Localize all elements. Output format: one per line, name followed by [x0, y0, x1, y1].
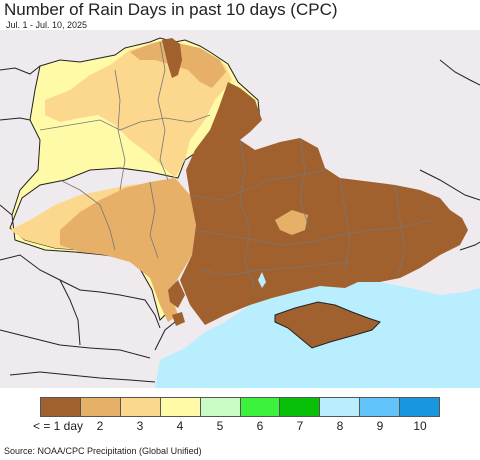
legend-swatch-10 [400, 398, 440, 416]
sivash-lagoon [305, 292, 335, 302]
region-central-2days [60, 178, 196, 322]
region-southwest-1day [168, 280, 185, 308]
country-borders [0, 59, 480, 383]
oblast-borders [39, 41, 431, 291]
legend-label-4: 4 [176, 419, 184, 433]
legend-label-9: 9 [376, 419, 384, 433]
legend-swatch-1 [41, 398, 81, 416]
map-title: Number of Rain Days in past 10 days (CPC… [4, 0, 338, 19]
region-north-1day [162, 38, 182, 78]
legend-swatch-3 [120, 398, 161, 416]
legend-swatch-8 [320, 398, 361, 416]
legend-swatch-9 [360, 398, 401, 416]
legend-swatch-5 [200, 398, 241, 416]
legend-label-2: 2 [96, 419, 104, 433]
legend-label-5: 5 [216, 419, 224, 433]
legend-swatch-4 [160, 398, 201, 416]
legend-label-8: 8 [336, 419, 344, 433]
legend-swatch-7 [280, 398, 321, 416]
legend-label-3: 3 [136, 419, 144, 433]
legend-label-7: 7 [296, 419, 304, 433]
legend-label-10: 10 [413, 419, 427, 433]
region-southwest-1day-2 [172, 312, 185, 326]
source-credit: Source: NOAA/CPC Precipitation (Global U… [4, 446, 202, 456]
legend-swatch-6 [240, 398, 281, 416]
legend-swatch-2 [80, 398, 121, 416]
legend-label-6: 6 [256, 419, 264, 433]
legend-color-bar [40, 397, 440, 417]
dnipro-estuary [258, 272, 266, 288]
legend-labels: < = 1 day 2 3 4 5 6 7 8 9 10 [0, 419, 480, 435]
region-crimea-1day [274, 301, 381, 349]
region-east-1day [180, 82, 468, 325]
rain-days-map [0, 30, 480, 388]
legend-label-1: < = 1 day [32, 419, 84, 433]
region-dnipro-2days [275, 210, 308, 235]
date-range: Jul. 1 - Jul. 10, 2025 [6, 20, 88, 30]
region-north-3days [45, 42, 232, 178]
